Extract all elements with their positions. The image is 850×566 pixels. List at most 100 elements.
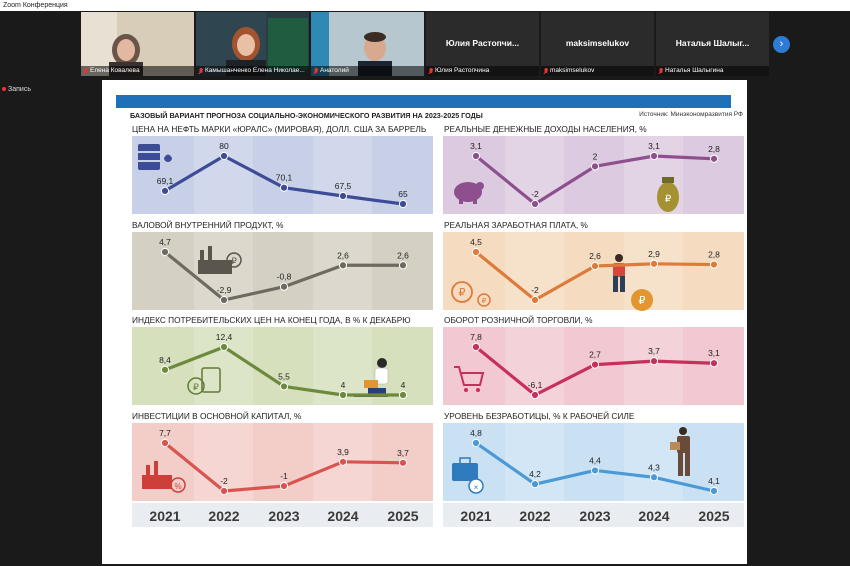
chart-panel-0: 69,1 80 70,1 67,5 65 [157, 141, 408, 209]
data-point-4-3 [338, 390, 348, 400]
data-label-4-1: 12,4 [216, 332, 233, 342]
year-label-1-4: 2025 [698, 508, 729, 524]
data-point-7-2 [590, 466, 600, 475]
briefcase-icon: × [452, 457, 484, 494]
mic-muted-icon [658, 68, 663, 74]
panel-title-oil: ЦЕНА НА НЕФТЬ МАРКИ «ЮРАЛС» (МИРОВАЯ), Д… [132, 124, 427, 134]
data-label-5-0: 7,8 [470, 332, 482, 342]
data-point-0-3 [338, 191, 348, 201]
chart-panel-4: 8,4 12,4 5,5 4 4 [159, 332, 408, 400]
data-label-5-1: -6,1 [528, 380, 543, 390]
panel-stripe-5-3 [624, 327, 683, 405]
data-point-1-4 [709, 154, 719, 163]
data-label-7-4: 4,1 [708, 476, 720, 486]
mic-muted-icon [198, 68, 203, 74]
panel-title-retail: ОБОРОТ РОЗНИЧНОЙ ТОРГОВЛИ, % [444, 315, 593, 325]
chart-panel-3: 4,5 -2 2,6 2,9 2,8 [470, 237, 720, 305]
data-point-1-2 [590, 162, 600, 171]
ruble-coins-icon: ₽ ₽ [451, 281, 491, 307]
data-label-3-3: 2,9 [648, 249, 660, 259]
data-label-0-4: 65 [398, 189, 408, 199]
data-point-5-3 [649, 357, 659, 366]
data-point-5-4 [709, 359, 719, 368]
data-label-4-4: 4 [401, 380, 406, 390]
data-point-4-0 [160, 365, 170, 374]
svg-text:₽: ₽ [231, 256, 237, 266]
data-point-4-1 [219, 342, 229, 352]
slide-title: БАЗОВЫЙ ВАРИАНТ ПРОГНОЗА СОЦИАЛЬНО-ЭКОНО… [130, 111, 483, 120]
data-point-6-4 [398, 458, 408, 467]
data-point-2-0 [160, 247, 170, 257]
chart-panel-6: 7,7 -2 -1 3,9 3,7 [159, 428, 409, 496]
recording-indicator: Запись [2, 86, 31, 93]
participant-tile-3[interactable]: Юлия Растопчи... Юлия Растопчина [426, 12, 539, 76]
participant-tile-2[interactable]: Анатолий [311, 12, 424, 76]
panel-title-unemp: УРОВЕНЬ БЕЗРАБОТИЦЫ, % К РАБОЧЕЙ СИЛЕ [444, 411, 635, 421]
data-point-1-3 [649, 151, 659, 161]
data-point-3-2 [590, 261, 600, 271]
panel-title-cpi: ИНДЕКС ПОТРЕБИТЕЛЬСКИХ ЦЕН НА КОНЕЦ ГОДА… [132, 315, 411, 325]
data-label-4-2: 5,5 [278, 371, 290, 381]
year-label-0-2: 2023 [268, 508, 299, 524]
mic-muted-icon [83, 68, 88, 74]
data-label-3-2: 2,6 [589, 251, 601, 261]
record-dot-icon [2, 87, 6, 92]
money-bag-icon: ₽ [657, 177, 679, 212]
svg-text:₽: ₽ [482, 297, 487, 305]
data-point-2-2 [279, 282, 289, 291]
data-point-0-2 [279, 183, 289, 192]
data-label-3-1: -2 [531, 285, 539, 295]
mic-muted-icon [313, 68, 318, 74]
data-label-6-4: 3,7 [397, 448, 409, 458]
year-label-0-3: 2024 [327, 508, 358, 524]
data-label-7-3: 4,3 [648, 462, 660, 472]
participant-tile-0[interactable]: Елена Ковалева [81, 12, 194, 76]
data-point-0-4 [398, 199, 408, 209]
panel-title-gdp: ВАЛОВОЙ ВНУТРЕННИЙ ПРОДУКТ, % [132, 220, 284, 230]
participant-tile-1[interactable]: Камышанченко Елена Николае... [196, 12, 309, 76]
data-label-1-3: 3,1 [648, 141, 660, 151]
data-label-4-0: 8,4 [159, 355, 171, 365]
year-axis-bg-1 [443, 503, 744, 527]
data-label-7-0: 4,8 [470, 428, 482, 438]
data-point-0-0 [160, 186, 170, 195]
data-point-2-1 [219, 295, 229, 305]
data-label-0-3: 67,5 [335, 181, 352, 191]
data-label-7-2: 4,4 [589, 455, 601, 465]
data-label-6-3: 3,9 [337, 447, 349, 457]
panel-title-income: РЕАЛЬНЫЕ ДЕНЕЖНЫЕ ДОХОДЫ НАСЕЛЕНИЯ, % [444, 124, 647, 134]
panel-title-wage: РЕАЛЬНАЯ ЗАРАБОТНАЯ ПЛАТА, % [444, 220, 588, 230]
next-page-button[interactable]: › [773, 36, 790, 53]
recording-label: Запись [8, 86, 31, 93]
mic-muted-icon [543, 68, 548, 74]
data-point-1-0 [471, 151, 481, 161]
data-point-3-4 [709, 260, 719, 269]
participant-name-1: Камышанченко Елена Николае... [196, 66, 309, 76]
factory-ruble-icon: ₽ [198, 246, 242, 274]
participant-tile-4[interactable]: maksimselukov maksimselukov [541, 12, 654, 76]
mic-muted-icon [428, 68, 433, 74]
data-point-6-3 [338, 457, 348, 466]
data-label-3-0: 4,5 [470, 237, 482, 247]
data-label-5-4: 3,1 [708, 348, 720, 358]
data-label-5-3: 3,7 [648, 346, 660, 356]
participant-display-4: maksimselukov [565, 38, 630, 48]
data-label-1-0: 3,1 [470, 141, 482, 151]
data-point-4-4 [398, 390, 408, 400]
participant-tile-5[interactable]: Наталья Шалыг... Наталья Шалыгина [656, 12, 769, 76]
panel-bg-1 [443, 136, 744, 214]
year-label-0-0: 2021 [149, 508, 180, 524]
factory-percent-icon: % [142, 461, 186, 493]
panel-stripe-7-3 [624, 423, 683, 501]
year-label-1-1: 2022 [519, 508, 550, 524]
shared-slide: БАЗОВЫЙ ВАРИАНТ ПРОГНОЗА СОЦИАЛЬНО-ЭКОНО… [102, 80, 747, 564]
data-point-6-2 [279, 481, 289, 491]
data-point-5-2 [590, 360, 600, 369]
panel-stripe-2-3 [313, 232, 372, 310]
data-label-2-3: 2,6 [337, 250, 349, 260]
svg-text:%: % [174, 482, 181, 491]
data-point-5-0 [471, 342, 481, 352]
participant-name-2: Анатолий [311, 66, 424, 76]
year-label-1-3: 2024 [638, 508, 669, 524]
data-label-2-2: -0,8 [277, 272, 292, 282]
